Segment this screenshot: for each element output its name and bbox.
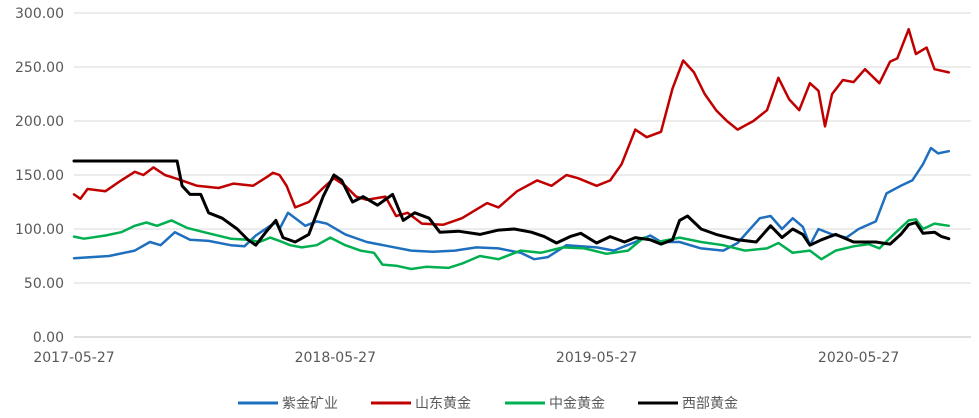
y-tick-label: 100.00	[15, 222, 64, 238]
y-tick-label: 300.00	[15, 6, 64, 22]
y-tick-label: 50.00	[24, 276, 64, 292]
x-tick-label: 2019-05-27	[556, 350, 637, 366]
legend-label-3: 西部黄金	[682, 395, 738, 412]
legend-label-2: 中金黄金	[549, 395, 605, 412]
grid-layer	[74, 12, 971, 284]
legend-label-0: 紫金矿业	[282, 396, 338, 412]
x-tick-label: 2018-05-27	[295, 350, 376, 366]
series-line-2	[72, 218, 951, 271]
x-tick-label: 2020-05-27	[818, 350, 899, 366]
y-tick-label: 250.00	[15, 60, 64, 76]
series-line-3	[72, 159, 951, 247]
x-tick-label: 2017-05-27	[33, 350, 114, 366]
y-tick-label: 150.00	[15, 168, 64, 184]
y-tick-label: 0.00	[33, 330, 64, 346]
y-tick-label: 200.00	[15, 114, 64, 130]
legend-label-1: 山东黄金	[415, 395, 471, 412]
series-layer	[72, 27, 951, 271]
legend: 紫金矿业 山东黄金 中金黄金 西部黄金	[238, 395, 738, 412]
series-line-1	[72, 27, 951, 226]
axis-layer: 0.00 50.00 100.00 150.00 200.00 250.00 300.00 2…	[15, 6, 971, 366]
